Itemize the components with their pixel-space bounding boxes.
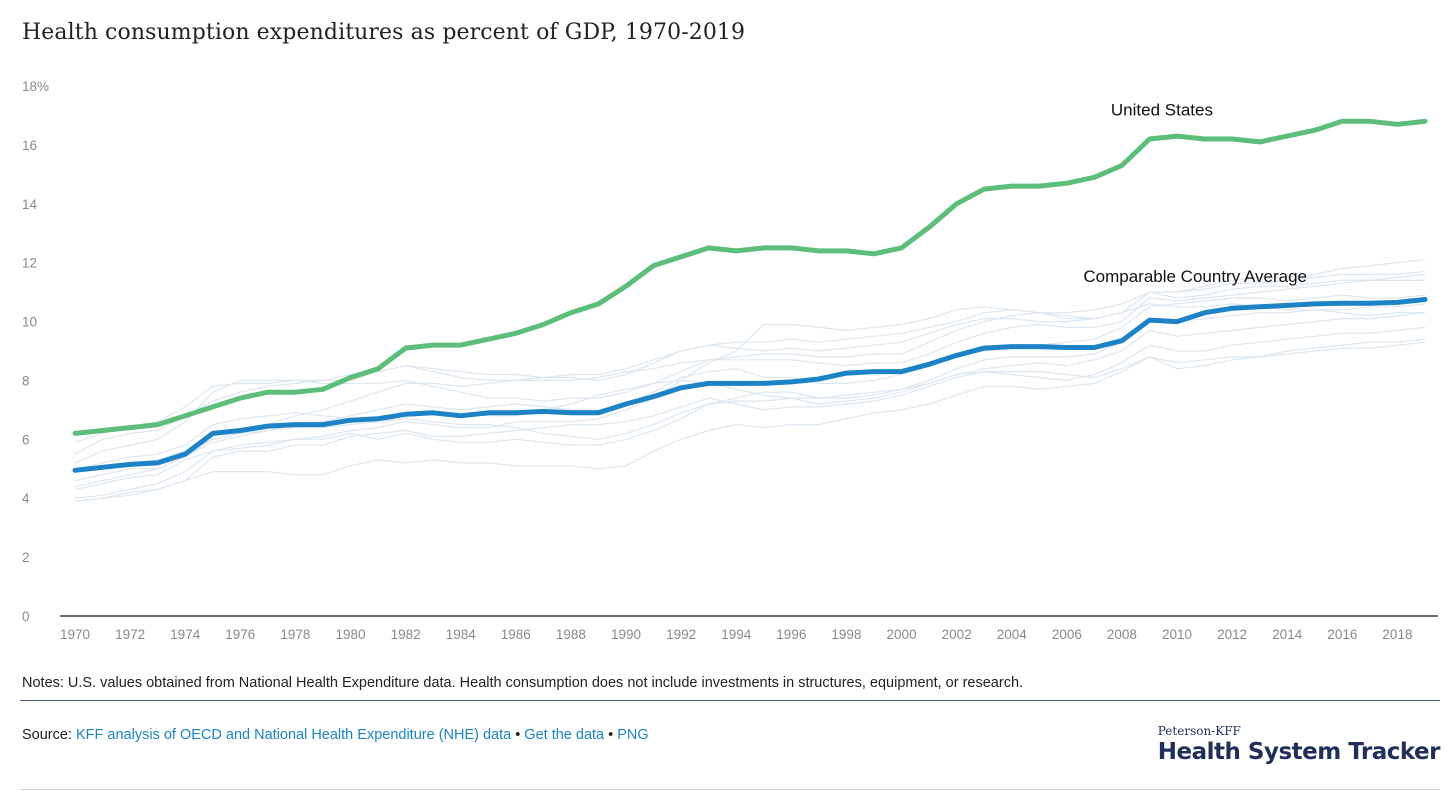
x-tick-label: 2012: [1217, 627, 1247, 642]
get-data-link[interactable]: Get the data: [524, 727, 605, 743]
country-lines: [74, 259, 1426, 502]
x-tick-label: 1978: [280, 627, 310, 642]
x-tick-label: 1974: [170, 627, 201, 642]
series-labels: United States Comparable Country Average: [1083, 100, 1307, 286]
source-link-analysis[interactable]: KFF analysis of OECD and National Health…: [76, 727, 512, 743]
country-series-line: [74, 294, 1426, 482]
x-tick-label: 1996: [776, 627, 806, 642]
x-tick-label: 2018: [1382, 627, 1412, 642]
separator: •: [515, 727, 521, 743]
y-tick-label: 6: [22, 432, 30, 447]
country-series-line: [74, 303, 1426, 487]
y-tick-label: 0: [22, 609, 30, 624]
x-tick-label: 1992: [666, 627, 696, 642]
chart-title: Health consumption expenditures as perce…: [22, 20, 746, 45]
country-series-line: [74, 341, 1426, 502]
x-tick-label: 2002: [942, 627, 972, 642]
separator: •: [608, 727, 614, 743]
divider: [20, 700, 1440, 701]
y-axis-ticks: 0 2 4 6 8 10 12 14 16 18%: [22, 79, 49, 624]
country-series-line: [74, 326, 1426, 470]
country-series-line: [74, 338, 1426, 502]
y-tick-label: 10: [22, 315, 37, 330]
source-line: Source: KFF analysis of OECD and Nationa…: [22, 727, 649, 743]
x-tick-label: 1982: [391, 627, 421, 642]
country-series-line: [74, 273, 1426, 443]
y-tick-label: 14: [22, 197, 38, 212]
png-link[interactable]: PNG: [617, 727, 649, 743]
x-tick-label: 1980: [335, 627, 365, 642]
brand-logo[interactable]: Peterson-KFF Health System Tracker: [1157, 724, 1441, 765]
source-label: Source:: [22, 727, 72, 743]
united-states-label: United States: [1111, 100, 1213, 119]
x-tick-label: 1994: [721, 627, 752, 642]
comparable-country-average-line: [72, 297, 1428, 473]
x-tick-label: 2000: [887, 627, 917, 642]
country-series-line: [74, 259, 1426, 473]
divider: [20, 789, 1440, 790]
x-tick-label: 2006: [1052, 627, 1082, 642]
x-tick-label: 1990: [611, 627, 641, 642]
x-tick-label: 2014: [1272, 627, 1303, 642]
y-tick-label: 18%: [22, 79, 49, 94]
chart-notes: Notes: U.S. values obtained from Nationa…: [22, 675, 1024, 691]
comparable-country-average-label: Comparable Country Average: [1083, 267, 1307, 286]
x-tick-label: 2008: [1107, 627, 1137, 642]
x-tick-label: 1986: [501, 627, 531, 642]
x-tick-label: 1972: [115, 627, 145, 642]
line-chart: 0 2 4 6 8 10 12 14 16 18% 1970 1972 1974 1976 1978 198…: [22, 79, 1438, 642]
emphasis-lines: [72, 118, 1428, 473]
x-tick-label: 1984: [446, 627, 477, 642]
country-series-line: [74, 312, 1426, 499]
x-tick-label: 2004: [997, 627, 1028, 642]
country-series-line: [74, 270, 1426, 455]
x-axis-ticks: 1970 1972 1974 1976 1978 1980 1982 1984 1986 1988…: [60, 627, 1412, 642]
y-tick-label: 12: [22, 256, 37, 271]
y-tick-label: 8: [22, 373, 30, 388]
x-tick-label: 1998: [831, 627, 861, 642]
brand-main-text: Health System Tracker: [1157, 739, 1441, 765]
x-tick-label: 2016: [1327, 627, 1357, 642]
brand-top-text: Peterson-KFF: [1157, 724, 1241, 738]
y-tick-label: 2: [22, 550, 30, 565]
x-tick-label: 1988: [556, 627, 586, 642]
united-states-line: [72, 118, 1428, 436]
y-tick-label: 16: [22, 138, 37, 153]
x-tick-label: 1976: [225, 627, 255, 642]
x-tick-label: 2010: [1162, 627, 1192, 642]
x-tick-label: 1970: [60, 627, 90, 642]
y-tick-label: 4: [22, 491, 30, 506]
